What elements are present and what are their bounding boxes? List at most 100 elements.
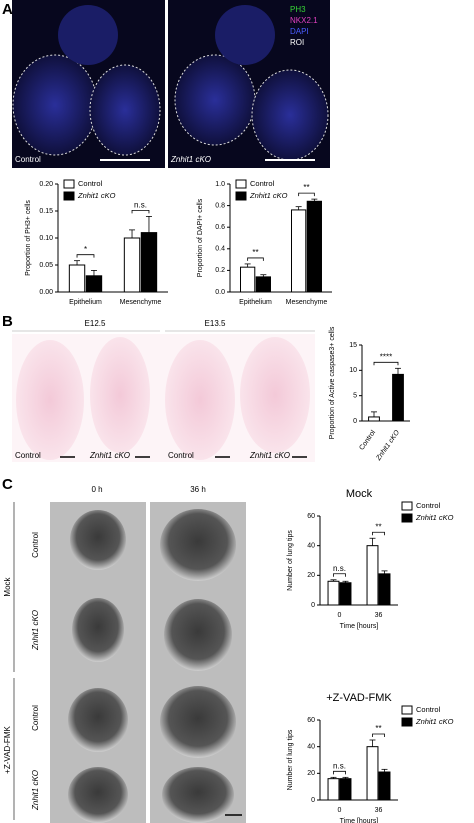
- panel-label: A: [2, 1, 13, 18]
- y-tick-label: 0.8: [215, 202, 225, 209]
- y-tick-label: 0: [311, 602, 315, 609]
- x-tick-label: Mesenchyme: [286, 299, 328, 306]
- bar: [366, 545, 379, 606]
- significance-label: *: [84, 245, 87, 254]
- legend-swatch: [401, 513, 413, 523]
- bar: [327, 580, 340, 606]
- legend-swatch: [235, 191, 247, 201]
- significance-bracket: [372, 531, 385, 536]
- row-label: Control: [31, 532, 40, 558]
- y-tick-label: 40: [307, 543, 315, 550]
- significance-bracket: [372, 733, 385, 737]
- y-axis-label: Proportion of Active caspase3+ cells: [329, 326, 336, 439]
- bar: [339, 778, 352, 801]
- y-tick-label: 0.20: [39, 181, 53, 188]
- stage-label: E12.5: [85, 319, 106, 328]
- x-tick-label: 0: [338, 612, 342, 619]
- row-label: Znhit1 cKO: [31, 610, 40, 651]
- bar: [68, 264, 86, 293]
- x-tick-label: Epithelium: [239, 299, 272, 306]
- bar: [339, 582, 352, 606]
- y-tick-label: 40: [307, 744, 315, 751]
- y-tick-label: 15: [349, 342, 357, 349]
- y-tick-label: 0.4: [215, 246, 225, 253]
- y-tick-label: 0.00: [39, 289, 53, 296]
- bar: [378, 573, 391, 606]
- significance-bracket: [333, 770, 346, 775]
- x-axis-label: Time [hours]: [340, 623, 379, 630]
- bar: [240, 266, 256, 293]
- group-label: +Z-VAD-FMK: [3, 726, 12, 774]
- chart-title: Mock: [346, 488, 373, 500]
- legend-swatch: [235, 179, 247, 189]
- significance-label: **: [252, 248, 258, 257]
- legend-swatch: [401, 705, 413, 715]
- x-tick-label: Epithelium: [69, 299, 102, 306]
- y-axis-label: Number of lung tips: [287, 729, 294, 790]
- y-tick-label: 0.0: [215, 289, 225, 296]
- legend-label: Znhit1 cKO: [249, 191, 288, 200]
- y-tick-label: 1.0: [215, 181, 225, 188]
- image-label: Znhit1 cKO: [249, 451, 290, 460]
- bar: [255, 276, 271, 293]
- significance-bracket: [333, 573, 346, 577]
- significance-label: ****: [380, 352, 392, 361]
- time-label: 0 h: [91, 485, 102, 494]
- bar: [85, 275, 103, 293]
- significance-bracket: [76, 254, 95, 258]
- explant-images: [13, 502, 246, 823]
- y-tick-label: 0.15: [39, 208, 53, 215]
- y-tick-label: 5: [353, 393, 357, 400]
- image-label: Control: [15, 451, 41, 460]
- x-axis-label: Time [hours]: [340, 818, 379, 823]
- legend-label: Control: [78, 179, 103, 188]
- x-tick-label: 36: [375, 807, 383, 814]
- legend-label: Control: [250, 179, 275, 188]
- bar: [140, 232, 158, 293]
- image-label: Znhit1 cKO: [170, 155, 211, 164]
- group-label: Mock: [3, 576, 12, 596]
- x-tick-label: 0: [338, 807, 342, 814]
- x-tick-label: Mesenchyme: [120, 299, 162, 306]
- y-tick-label: 0.6: [215, 224, 225, 231]
- x-tick-label: Control: [358, 429, 377, 452]
- y-axis-label: Proportion of PH3+ cells: [25, 200, 32, 276]
- y-tick-label: 0: [311, 797, 315, 804]
- y-tick-label: 0.10: [39, 235, 53, 242]
- legend-label: Control: [416, 705, 441, 714]
- y-tick-label: 20: [307, 770, 315, 777]
- y-tick-label: 0: [353, 418, 357, 425]
- significance-bracket: [373, 361, 399, 366]
- significance-label: n.s.: [333, 761, 346, 770]
- panel-label: C: [2, 476, 13, 493]
- legend-label: ROI: [290, 38, 304, 47]
- bar: [291, 209, 307, 293]
- legend-label: Znhit1 cKO: [415, 717, 454, 726]
- significance-label: n.s.: [134, 201, 147, 210]
- row-label: Znhit1 cKO: [31, 770, 40, 811]
- bar: [392, 373, 404, 422]
- significance-label: **: [375, 522, 381, 531]
- row-label: Control: [31, 705, 40, 731]
- legend-label: PH3: [290, 5, 306, 14]
- legend-swatch: [401, 717, 413, 727]
- time-label: 36 h: [190, 485, 206, 494]
- legend-swatch: [63, 179, 75, 189]
- y-axis-label: Number of lung tips: [287, 530, 294, 591]
- panel-label: B: [2, 313, 13, 330]
- x-tick-label: Znhit1 cKO: [375, 429, 402, 463]
- image-label: Control: [15, 155, 41, 164]
- legend-swatch: [401, 501, 413, 511]
- y-tick-label: 10: [349, 367, 357, 374]
- y-axis-label: Proportion of DAPI+ cells: [197, 198, 204, 277]
- significance-label: n.s.: [333, 564, 346, 573]
- bar: [378, 771, 391, 801]
- bar: [327, 778, 340, 801]
- image-label: Znhit1 cKO: [89, 451, 130, 460]
- legend-label: NKX2.1: [290, 16, 318, 25]
- y-tick-label: 0.05: [39, 262, 53, 269]
- x-tick-label: 36: [375, 612, 383, 619]
- y-tick-label: 20: [307, 572, 315, 579]
- chart-title: +Z-VAD-FMK: [326, 692, 392, 704]
